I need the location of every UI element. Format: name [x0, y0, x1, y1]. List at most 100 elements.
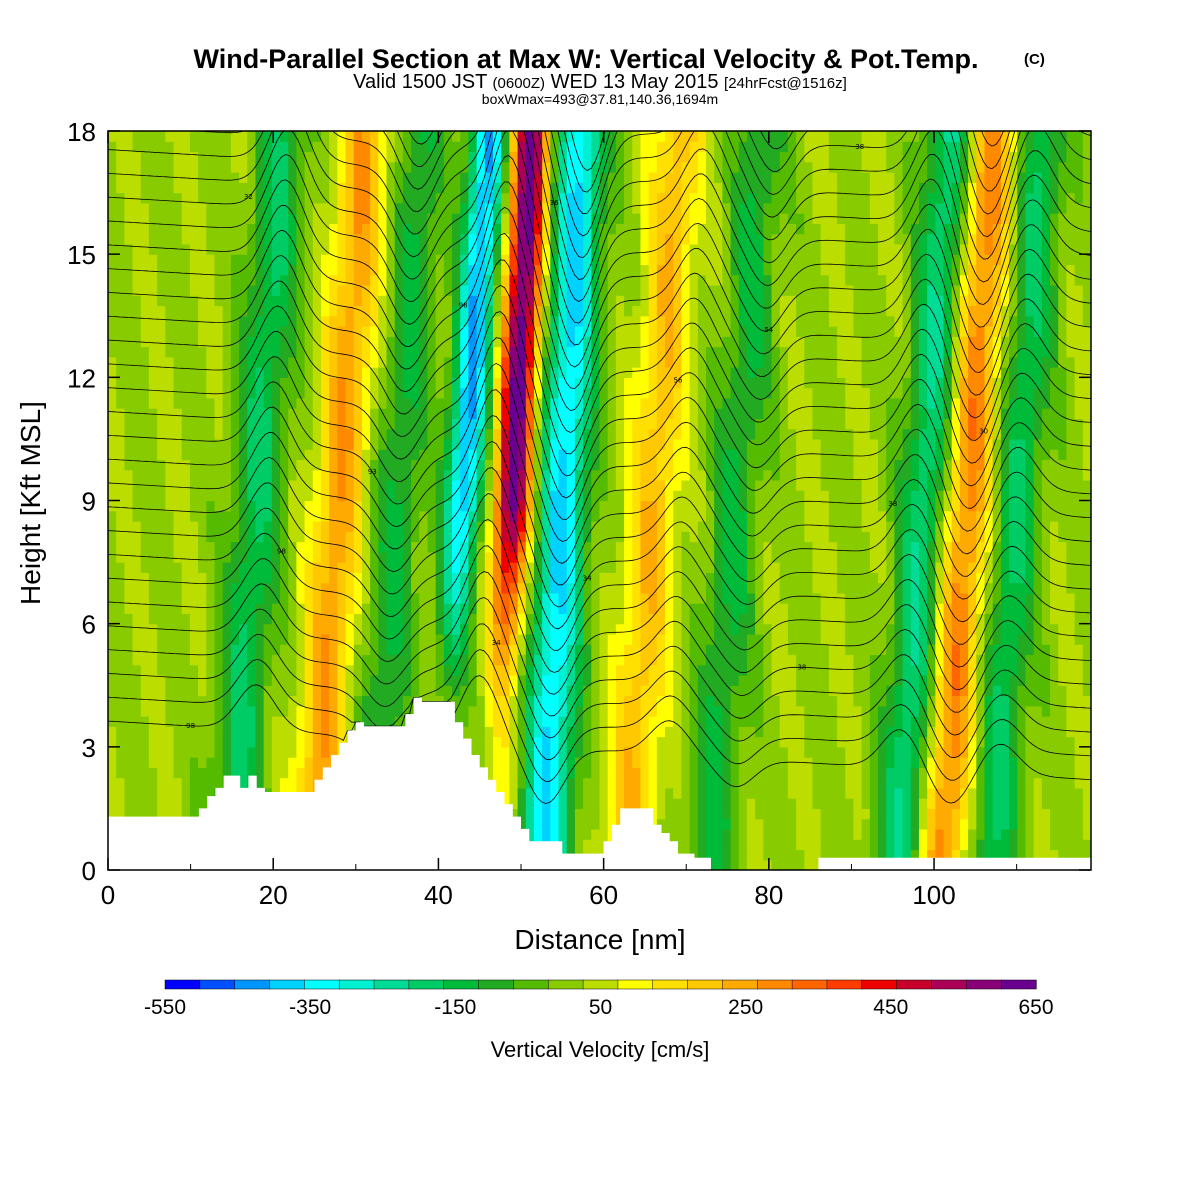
field-cell [452, 490, 461, 502]
field-cell [460, 613, 470, 625]
field-cell [427, 315, 437, 327]
field-cell [607, 469, 617, 481]
field-cell [157, 541, 166, 553]
field-cell [435, 479, 445, 491]
field-cell [230, 479, 240, 491]
field-cell [173, 541, 183, 553]
field-cell [443, 613, 453, 625]
field-cell [640, 490, 650, 502]
field-cell [181, 674, 191, 686]
field-cell [173, 131, 183, 142]
field-cell [665, 408, 674, 419]
field-cell [165, 161, 175, 173]
field-cell [214, 746, 224, 758]
field-cell [148, 264, 158, 276]
field-cell [468, 274, 478, 286]
field-cell [632, 305, 642, 317]
field-cell [574, 808, 584, 820]
field-cell [419, 479, 429, 491]
field-cell [222, 541, 232, 553]
field-cell [460, 243, 470, 255]
field-cell [509, 592, 519, 604]
field-cell [427, 562, 437, 573]
field-cell [484, 479, 494, 491]
field-cell [558, 654, 568, 666]
field-cell [165, 654, 175, 666]
field-cell [255, 428, 265, 440]
field-cell [509, 633, 519, 645]
field-cell [533, 243, 543, 255]
field-cell [435, 633, 445, 645]
field-cell [427, 449, 437, 461]
field-cell [255, 295, 265, 307]
field-cell [402, 213, 412, 224]
field-cell [370, 551, 379, 563]
field-cell [361, 644, 371, 656]
field-cell [165, 172, 175, 183]
field-cell [271, 408, 281, 419]
field-cell [214, 295, 224, 307]
field-cell [214, 264, 224, 276]
field-cell [288, 623, 298, 635]
field-cell [533, 808, 543, 820]
field-cell [624, 161, 633, 173]
field-cell [206, 685, 216, 697]
field-cell [157, 131, 166, 142]
field-cell [443, 274, 453, 286]
field-cell [583, 151, 592, 163]
field-cell [255, 582, 265, 594]
field-cell [550, 787, 560, 799]
field-cell [468, 633, 478, 645]
field-cell [386, 141, 396, 153]
field-cell [329, 479, 338, 491]
field-cell [181, 131, 191, 142]
field-cell [624, 726, 633, 738]
field-cell [198, 326, 207, 337]
field-cell [542, 243, 551, 255]
field-cell [271, 531, 281, 543]
field-cell [222, 500, 232, 512]
field-cell [648, 664, 658, 676]
field-cell [124, 582, 134, 594]
field-cell [452, 562, 461, 573]
field-cell [665, 326, 674, 337]
field-cell [230, 141, 240, 153]
field-cell [345, 336, 355, 348]
field-cell [263, 777, 273, 789]
field-cell [206, 213, 216, 224]
field-cell [140, 254, 150, 266]
field-cell [501, 418, 510, 430]
field-cell [550, 243, 560, 255]
field-cell [198, 654, 207, 666]
field-cell [370, 479, 379, 491]
field-cell [583, 356, 592, 368]
field-cell [230, 664, 240, 676]
field-cell [378, 592, 388, 604]
field-cell [624, 500, 633, 512]
field-cell [370, 326, 379, 337]
field-cell [132, 654, 142, 666]
field-cell [312, 469, 322, 481]
field-cell [665, 223, 674, 235]
field-cell [583, 336, 592, 348]
field-cell [583, 408, 592, 419]
field-cell [247, 623, 257, 635]
field-cell [542, 592, 551, 604]
field-cell [132, 141, 142, 153]
field-cell [124, 562, 134, 573]
field-cell [558, 274, 568, 286]
field-cell [419, 521, 429, 532]
field-cell [132, 387, 142, 399]
field-cell [239, 151, 248, 163]
field-cell [394, 305, 404, 317]
field-cell [189, 264, 199, 276]
field-cell [394, 459, 404, 471]
field-cell [615, 479, 625, 491]
field-cell [165, 592, 175, 604]
field-cell [574, 828, 584, 840]
field-cell [132, 315, 142, 327]
field-cell [427, 264, 437, 276]
field-cell [148, 500, 158, 512]
field-cell [353, 572, 363, 584]
field-cell [509, 490, 519, 502]
